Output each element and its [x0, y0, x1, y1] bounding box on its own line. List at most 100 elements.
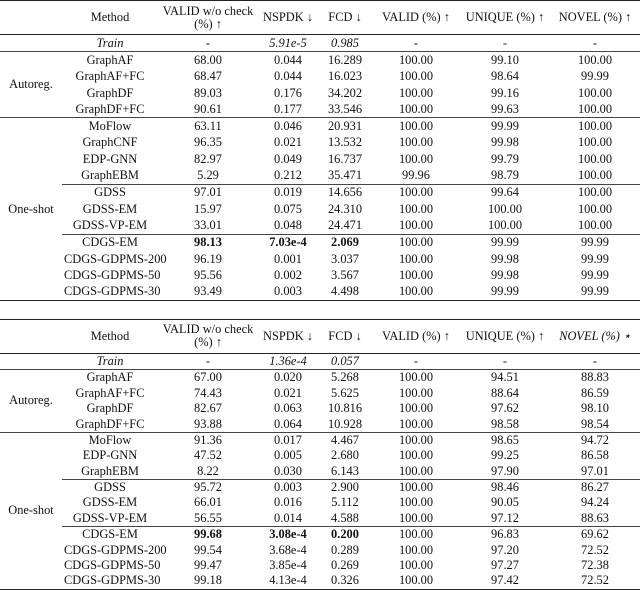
group-cell — [0, 33, 62, 52]
value-cell: 0.176 — [274, 85, 302, 100]
value-cell: 89.03 — [194, 85, 222, 100]
header-cell: NOVEL (%) ↑ — [550, 0, 640, 35]
header-cell: FCD ↓ — [318, 0, 372, 35]
value-cell: 5.268 — [318, 369, 372, 386]
value-cell: 6.143 — [331, 463, 359, 478]
value-cell: 100.00 — [577, 151, 613, 166]
value-cell: - — [460, 352, 550, 370]
value-cell: 0.985 — [318, 33, 372, 52]
value-cell: 3.08e-4 — [258, 526, 318, 543]
value-cell: 99.47 — [194, 558, 222, 573]
value-cell: 69.62 — [550, 526, 640, 543]
value-cell: - — [550, 33, 640, 52]
data-row: GraphAF+FC 68.47 0.044 16.023 100.00 98.64 99.… — [0, 69, 640, 85]
method-cell: GraphAF — [62, 369, 158, 386]
value-cell: 1.36e-4 — [258, 352, 318, 370]
value-cell: 98.54 — [581, 416, 609, 431]
value-cell: 2.069 — [318, 233, 372, 251]
data-row: GraphEBM 5.29 0.212 35.471 99.96 98.79 100.00 — [0, 167, 640, 184]
value-cell: 24.310 — [327, 201, 363, 216]
value-cell: 3.85e-4 — [269, 558, 307, 573]
method-cell: GDSS — [62, 183, 158, 201]
value-cell: 96.83 — [460, 526, 550, 543]
value-cell: 97.01 — [158, 183, 258, 201]
value-cell: 100.00 — [372, 369, 460, 386]
value-cell: 3.68e-4 — [269, 542, 307, 557]
value-cell: 0.005 — [274, 448, 302, 463]
value-cell: 0.212 — [274, 168, 302, 183]
data-row: GraphDF 89.03 0.176 34.202 100.00 99.16 100.00 — [0, 85, 640, 101]
value-cell: 99.68 — [158, 526, 258, 543]
method-cell: MoFlow — [62, 117, 158, 135]
value-cell: 94.72 — [550, 431, 640, 449]
value-cell: 100.00 — [372, 51, 460, 69]
method-cell: GDSS-VP-EM — [72, 217, 148, 232]
value-cell: 100.00 — [398, 401, 434, 416]
value-cell: 0.044 — [258, 51, 318, 69]
value-cell: 67.00 — [158, 369, 258, 386]
group-label: One-shot — [0, 431, 62, 590]
value-cell: 100.00 — [577, 217, 613, 232]
value-cell: 100.00 — [577, 101, 613, 116]
value-cell: - — [158, 352, 258, 370]
value-cell: 10.928 — [327, 416, 363, 431]
value-cell: 100.00 — [550, 51, 640, 69]
value-cell: 100.00 — [398, 495, 434, 510]
value-cell: 0.177 — [274, 101, 302, 116]
data-row: CDGS-GDPMS-200 99.54 3.68e-4 0.289 100.00 97.… — [0, 542, 640, 557]
value-cell: 100.00 — [398, 416, 434, 431]
value-cell: 35.471 — [327, 168, 363, 183]
value-cell: 98.79 — [491, 168, 519, 183]
value-cell: - — [550, 352, 640, 370]
results-table: Method VALID w/o check (%) ↑ NSPDK ↓ FCD ↓ V… — [0, 318, 640, 590]
value-cell: 5.112 — [331, 495, 359, 510]
value-cell: 0.017 — [258, 431, 318, 449]
value-cell: 0.014 — [274, 510, 302, 525]
data-row: GraphAF+FC 74.43 0.021 5.625 100.00 88.64 86.5… — [0, 386, 640, 401]
value-cell: 72.38 — [581, 558, 609, 573]
data-row: CDGS-GDPMS-50 99.47 3.85e-4 0.269 100.00 97.2… — [0, 558, 640, 573]
value-cell: 99.99 — [550, 283, 640, 301]
value-cell: 3.037 — [331, 251, 359, 266]
header-cell: UNIQUE (%) ↑ — [460, 318, 550, 354]
method-cell: GraphEBM — [81, 168, 139, 183]
data-row: GDSS 97.01 0.019 14.656 100.00 99.64 100.00 — [0, 183, 640, 201]
data-row: EDP-GNN 82.97 0.049 16.737 100.00 99.79 100.00 — [0, 151, 640, 167]
value-cell: 88.64 — [491, 385, 519, 400]
value-cell: 33.546 — [327, 101, 363, 116]
method-cell: CDGS-EM — [62, 526, 158, 543]
data-row: CDGS-GDPMS-30 93.49 0.003 4.498 100.00 99.99 9… — [0, 283, 640, 301]
header-cell: VALID (%) ↑ — [372, 0, 460, 35]
data-row: GDSS 95.72 0.003 2.900 100.00 98.46 86.27 — [0, 478, 640, 496]
value-cell: 4.467 — [318, 431, 372, 449]
value-cell: 99.10 — [460, 51, 550, 69]
value-cell: 0.003 — [258, 478, 318, 496]
method-cell: Train — [62, 33, 158, 52]
value-cell: 99.99 — [581, 69, 609, 84]
header-cell: VALID w/o check (%) ↑ — [158, 318, 258, 354]
value-cell: 0.030 — [274, 463, 302, 478]
method-cell: CDGS-GDPMS-50 — [64, 558, 161, 573]
value-cell: 0.289 — [331, 542, 359, 557]
value-cell: 82.67 — [194, 401, 222, 416]
value-cell: 5.91e-5 — [258, 33, 318, 52]
method-cell: GraphCNF — [82, 135, 138, 150]
value-cell: 10.816 — [327, 401, 363, 416]
value-cell: 4.588 — [331, 510, 359, 525]
value-cell: 93.88 — [194, 416, 222, 431]
value-cell: 86.58 — [581, 448, 609, 463]
value-cell: 100.00 — [398, 201, 434, 216]
value-cell: 0.003 — [258, 283, 318, 301]
method-cell: MoFlow — [62, 431, 158, 449]
value-cell: 86.27 — [550, 478, 640, 496]
value-cell: 100.00 — [398, 510, 434, 525]
value-cell: 56.55 — [194, 510, 222, 525]
method-cell: GDSS-EM — [82, 201, 138, 216]
value-cell: 68.00 — [158, 51, 258, 69]
group-cell — [0, 352, 62, 370]
value-cell: 100.00 — [577, 135, 613, 150]
header-cell: NSPDK ↓ — [258, 318, 318, 354]
value-cell: 100.00 — [487, 217, 523, 232]
value-cell: 100.00 — [372, 283, 460, 301]
